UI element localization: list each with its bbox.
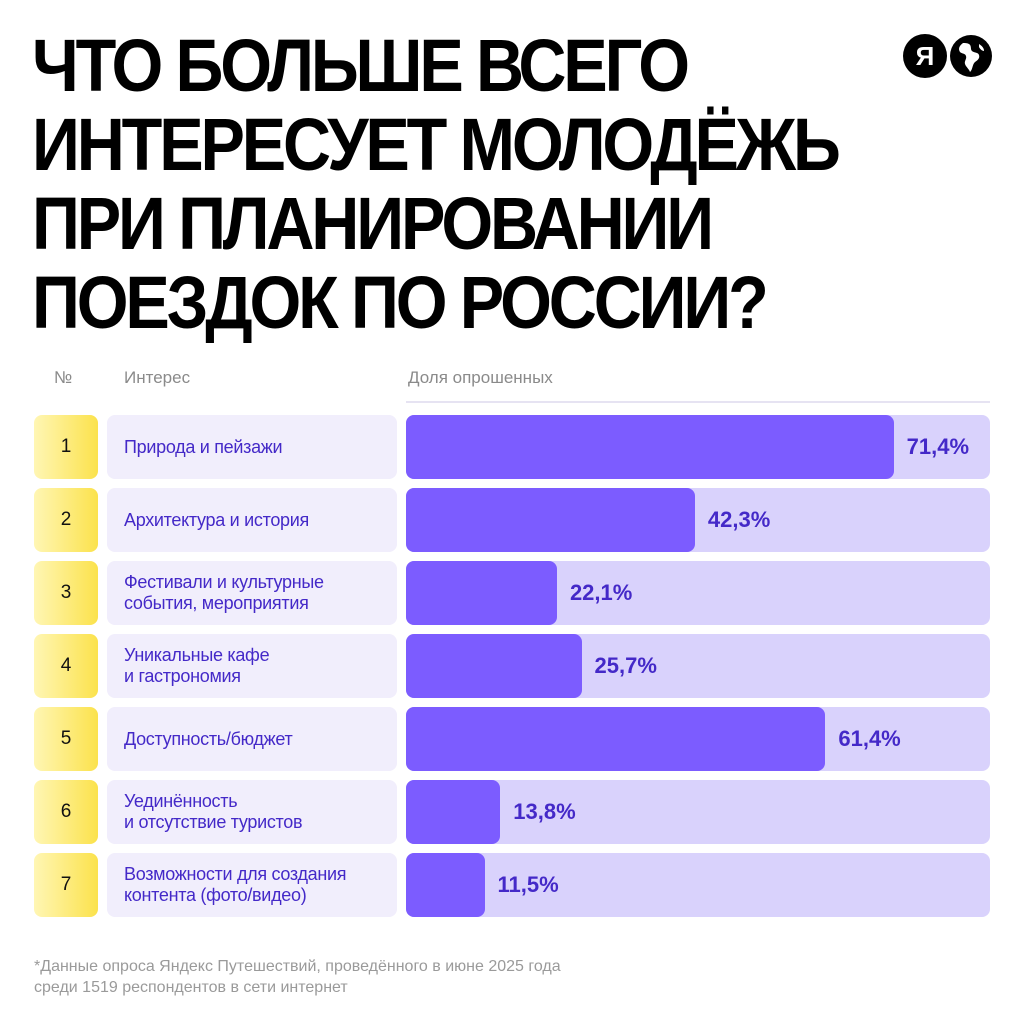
row-number: 2 [34,488,98,552]
table-row: 7 Возможности для создания контента (фото… [0,853,1024,917]
row-number: 3 [34,561,98,625]
bar-value-label: 22,1% [569,580,633,605]
row-label-cell: Возможности для создания контента (фото/… [107,853,397,917]
table-row: 1 Природа и пейзажи 71,4% [0,415,1024,479]
footnote-line: *Данные опроса Яндекс Путешествий, прове… [34,958,561,975]
bar-value-label: 13,8% [513,799,576,824]
header-interest: Интерес [124,368,191,387]
bar-track [406,780,990,844]
table-row: 2 Архитектура и история 42,3% [0,488,1024,552]
bar-value-label: 25,7% [594,653,657,678]
row-label: Возможности для создания контента (фото/… [124,864,347,905]
row-label-cell: Фестивали и культурные события, мероприя… [107,561,397,625]
table-row: 3 Фестивали и культурные события, меропри… [0,561,1024,625]
bar [406,415,894,479]
bar [406,488,695,552]
row-label-cell: Природа и пейзажи [107,415,397,479]
bar [406,780,501,844]
title-line: ПРИ ПЛАНИРОВАНИИ [32,182,714,265]
table-row: 4 Уникальные кафе и гастрономия 25,7% [0,634,1024,698]
bar [406,707,826,771]
table-row: 5 Доступность/бюджет 61,4% [0,707,1024,771]
bar-value-label: 42,3% [707,507,771,532]
bar [406,561,557,625]
row-label-cell: Архитектура и история [107,488,397,552]
header-number: № [54,368,73,387]
bar-value-label: 61,4% [838,726,901,751]
bar-track [406,853,990,917]
row-number: 6 [34,780,98,844]
title-line: ИНТЕРЕСУЕТ МОЛОДЁЖЬ [32,103,841,186]
row-label: Уединённость и отсутствие туристов [124,791,303,832]
footnote: *Данные опроса Яндекс Путешествий, прове… [34,956,734,998]
row-number: 1 [34,415,98,479]
title-line: ЧТО БОЛЬШЕ ВСЕГО [32,24,690,107]
title-line: ПОЕЗДОК ПО РОССИИ? [32,261,769,344]
row-number: 4 [34,634,98,698]
row-number: 7 [34,853,98,917]
row-number: 5 [34,707,98,771]
header-divider [406,401,990,403]
page-title: ЧТО БОЛЬШЕ ВСЕГО ИНТЕРЕСУЕТ МОЛОДЁЖЬ ПРИ… [32,24,841,344]
globe-icon [950,35,992,77]
row-label-cell: Доступность/бюджет [107,707,397,771]
bar-value-label: 71,4% [906,434,970,459]
row-label: Природа и пейзажи [124,436,283,457]
bar [406,634,582,698]
table-row: 6 Уединённость и отсутствие туристов 13,8% [0,780,1024,844]
row-label: Уникальные кафе и гастрономия [124,645,270,686]
brand-logos: Я [903,34,993,78]
bar [406,853,485,917]
header-share: Доля опрошенных [408,368,553,387]
yandex-logo-icon: Я [903,34,947,78]
row-label: Архитектура и история [124,509,309,530]
bar-value-label: 11,5% [497,872,559,897]
row-label-cell: Уединённость и отсутствие туристов [107,780,397,844]
table-header: № Интерес Доля опрошенных [0,368,1024,392]
row-label: Фестивали и культурные события, мероприя… [124,572,324,613]
footnote-line: среди 1519 респондентов в сети интернет [34,979,348,996]
row-label-cell: Уникальные кафе и гастрономия [107,634,397,698]
row-label: Доступность/бюджет [124,728,293,749]
